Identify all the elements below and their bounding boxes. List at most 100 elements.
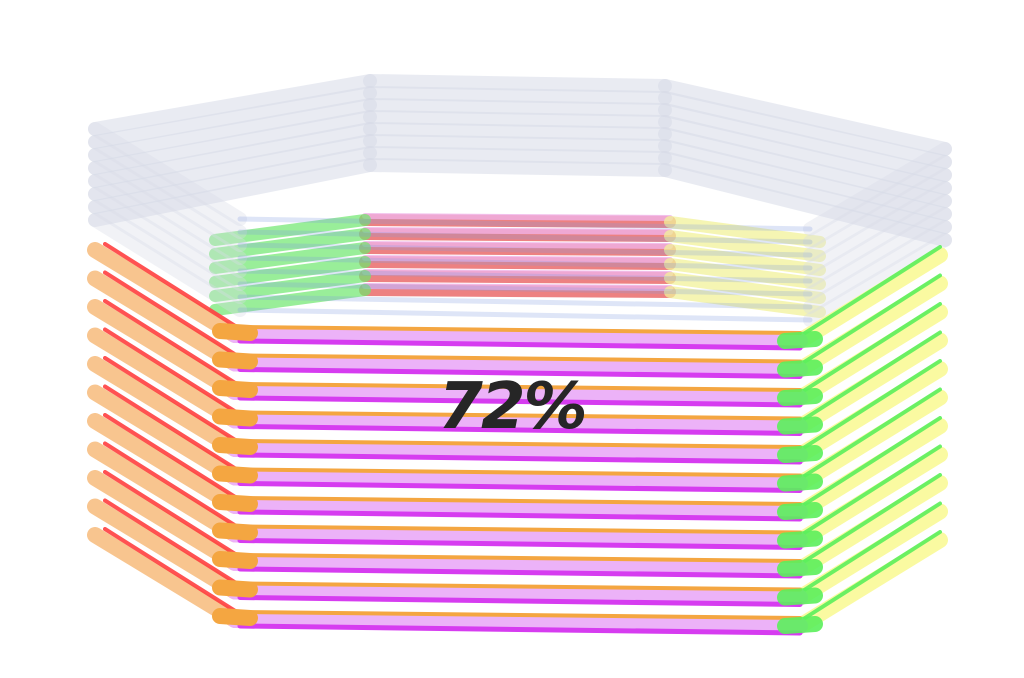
empty-layer-front-left-edge bbox=[88, 213, 247, 317]
empty-layer-front-edge bbox=[237, 268, 813, 284]
layer-left-stripe bbox=[103, 384, 242, 474]
layer-corner-left bbox=[212, 323, 258, 341]
layer-left-stripe bbox=[103, 527, 242, 616]
layer-right-face bbox=[792, 503, 948, 606]
layer-corner-right bbox=[777, 587, 823, 606]
empty-layer-back-edge bbox=[363, 122, 672, 141]
layer-front-edge bbox=[237, 595, 803, 607]
layer-front-edge bbox=[237, 623, 803, 636]
layer-right-face bbox=[792, 247, 948, 349]
layer-right-stripe bbox=[803, 473, 942, 563]
empty-layer-front-edge bbox=[237, 255, 813, 271]
layer-left-stripe bbox=[103, 299, 242, 388]
layer-corner-right bbox=[777, 388, 823, 406]
empty-layer-front-right-edge bbox=[803, 233, 952, 327]
empty-layer-right-edge bbox=[658, 79, 952, 156]
layer-back-highlight bbox=[362, 283, 673, 291]
layer-front-face bbox=[227, 469, 808, 492]
layer-front-face bbox=[227, 412, 808, 435]
layer-right-stripe bbox=[803, 273, 942, 364]
layer-front-face bbox=[227, 441, 808, 463]
stack-layers bbox=[87, 74, 952, 636]
layer-left-face bbox=[87, 327, 243, 429]
layer-left-face bbox=[87, 413, 243, 514]
layer-right-face bbox=[792, 418, 948, 520]
layer-left-stripe bbox=[103, 441, 242, 531]
layer-right-face bbox=[792, 361, 948, 463]
empty-layer-front-right-edge bbox=[803, 207, 952, 301]
layer-front-edge bbox=[237, 481, 803, 493]
layer-corner-left bbox=[212, 522, 258, 541]
empty-layer-front-right-edge bbox=[803, 220, 952, 314]
layer-left-face bbox=[87, 441, 243, 543]
empty-layer-front-left-edge bbox=[88, 122, 247, 226]
empty-layer-front-edge bbox=[237, 294, 813, 310]
layer-left-face bbox=[87, 242, 243, 343]
layer-front-edge bbox=[237, 367, 803, 379]
layer-front-face bbox=[227, 327, 808, 349]
empty-layer-front-left-edge bbox=[88, 174, 247, 278]
layer-back-edge bbox=[359, 228, 676, 242]
layer-front-face bbox=[227, 612, 808, 634]
layer-front-accent bbox=[238, 553, 802, 563]
layer-right-stripe bbox=[803, 530, 942, 620]
layer-front-accent bbox=[238, 524, 802, 535]
empty-layer-left-edge bbox=[88, 110, 377, 175]
empty-layer-front-edge bbox=[237, 307, 813, 323]
layer-front-accent bbox=[238, 382, 802, 392]
layer-right-stripe bbox=[803, 302, 942, 392]
layer-right-stripe bbox=[803, 387, 942, 478]
layer-left-face bbox=[87, 470, 243, 571]
layer-front-face bbox=[227, 583, 808, 606]
layer-right-face bbox=[792, 446, 948, 549]
empty-layer-back-edge bbox=[363, 98, 672, 117]
layer-front-accent bbox=[238, 581, 802, 592]
layer-right-face bbox=[792, 304, 948, 406]
layer-back-edge bbox=[359, 242, 676, 256]
layer-corner-right bbox=[777, 416, 823, 435]
empty-layer-right-edge bbox=[658, 115, 952, 195]
layer-right-face bbox=[792, 389, 948, 492]
layer-corner-left bbox=[212, 465, 258, 484]
layer-back-right-edge bbox=[664, 230, 826, 262]
empty-layer-front-left-edge bbox=[88, 148, 247, 252]
layer-front-edge bbox=[237, 509, 803, 522]
progress-percentage-label: 72% bbox=[438, 370, 587, 444]
layer-back-right-edge bbox=[664, 244, 826, 276]
layer-front-accent bbox=[238, 325, 802, 335]
layer-corner-left bbox=[212, 437, 258, 455]
layer-corner-left bbox=[212, 494, 258, 512]
layer-front-edge bbox=[237, 338, 803, 351]
layer-right-face bbox=[792, 475, 948, 577]
empty-layer-front-edge bbox=[237, 229, 813, 245]
layer-left-face bbox=[87, 527, 243, 628]
layer-back-edge bbox=[359, 270, 676, 284]
layer-left-stripe bbox=[103, 356, 242, 445]
layer-front-face bbox=[227, 498, 808, 520]
layer-corner-right bbox=[777, 473, 823, 492]
empty-layer-right-edge bbox=[658, 163, 952, 247]
empty-layer-back-edge bbox=[363, 134, 672, 153]
layer-corner-left bbox=[212, 608, 258, 626]
layer-front-accent bbox=[238, 610, 802, 620]
empty-layer-back-edge bbox=[363, 158, 672, 177]
layer-front-accent bbox=[238, 467, 802, 478]
layer-front-edge bbox=[237, 452, 803, 465]
layer-corner-left bbox=[212, 579, 258, 598]
layer-corner-left bbox=[212, 408, 258, 427]
empty-layer-front-left-edge bbox=[88, 161, 247, 265]
empty-layer-front-right-edge bbox=[803, 168, 952, 262]
layer-right-stripe bbox=[803, 444, 942, 535]
layer-back-left-edge bbox=[209, 214, 371, 246]
empty-layer-left-edge bbox=[88, 122, 377, 188]
layer-front-edge bbox=[237, 566, 803, 579]
layer-back-right-edge bbox=[664, 258, 826, 290]
layer-corner-right bbox=[777, 445, 823, 463]
layer-front-accent bbox=[238, 496, 802, 506]
empty-layer-right-edge bbox=[658, 151, 952, 234]
empty-layer-front-edge bbox=[237, 281, 813, 297]
layer-left-stripe bbox=[103, 270, 242, 360]
layer-corner-left bbox=[212, 351, 258, 370]
empty-layer-front-left-edge bbox=[88, 200, 247, 304]
layer-left-face bbox=[87, 299, 243, 400]
